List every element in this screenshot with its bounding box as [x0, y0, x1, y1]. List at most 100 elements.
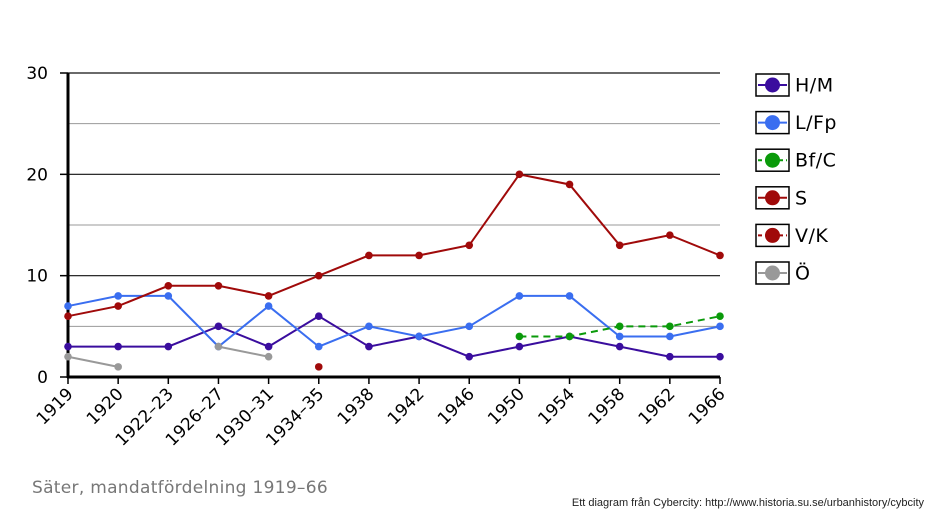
data-point [365, 251, 373, 260]
data-point [64, 312, 72, 321]
data-point [615, 241, 624, 250]
legend-item: L/Fp [755, 110, 837, 135]
data-point [716, 352, 724, 361]
data-point [314, 271, 323, 280]
x-tick-label: 1950 [484, 384, 529, 429]
series-line [67, 355, 119, 368]
data-point [114, 302, 122, 310]
data-point [314, 363, 323, 371]
y-tick-label: 10 [26, 267, 48, 287]
data-point [114, 292, 122, 300]
data-point [666, 332, 674, 341]
data-point [365, 342, 373, 351]
data-point [214, 342, 223, 351]
legend-item: Ö [755, 261, 810, 285]
data-point [615, 342, 624, 351]
y-tick-labels: 0 10 20 30 [26, 64, 48, 388]
data-point [515, 332, 524, 341]
y-tick-label: 0 [37, 368, 48, 388]
data-point [666, 322, 674, 331]
data-point [314, 342, 323, 351]
data-point [164, 282, 173, 290]
x-tick-label: 1942 [384, 384, 429, 429]
series-line [68, 315, 720, 358]
data-point [264, 352, 273, 361]
series-line [67, 173, 721, 318]
data-point [465, 322, 474, 331]
data-point [365, 322, 373, 331]
data-point [666, 352, 674, 361]
data-point [515, 292, 524, 300]
data-point [716, 251, 724, 260]
legend-item: Bf/C [755, 148, 836, 172]
data-point [214, 282, 223, 290]
data-point [264, 342, 273, 351]
legend-swatch-marker [765, 115, 780, 131]
legend-swatch-marker [765, 190, 780, 206]
series-line [218, 345, 269, 358]
legend-swatch-marker [765, 152, 780, 168]
data-point [64, 302, 72, 310]
data-point [565, 180, 574, 189]
x-tick-label: 1958 [584, 384, 629, 429]
data-point [716, 322, 724, 331]
legend-label: S [795, 187, 808, 209]
data-point [565, 332, 574, 341]
y-tick-label: 30 [26, 64, 48, 84]
data-point [214, 322, 223, 331]
data-point [264, 302, 273, 310]
data-point [114, 363, 122, 371]
legend-label: V/K [795, 225, 828, 247]
y-tick-label: 20 [26, 165, 48, 185]
data-point [415, 251, 423, 260]
legend-label: Bf/C [795, 150, 836, 172]
x-tick-label: 1962 [635, 384, 680, 429]
x-tick-label: 1946 [434, 384, 479, 429]
legend-item: S [755, 186, 808, 210]
x-tick-label: 1920 [83, 384, 128, 429]
data-point [565, 292, 574, 300]
data-point [164, 342, 173, 351]
line-chart: 0 10 20 30 1919 19201922–231926–271930–31193… [26, 64, 837, 450]
data-point [515, 342, 524, 351]
data-point [615, 332, 624, 341]
legend: H/M L/Fp Bf/C S V/K Ö [755, 73, 837, 285]
chart-caption: Säter, mandatfördelning 1919–66 [32, 478, 328, 498]
data-point [465, 241, 474, 250]
grid-lines [68, 72, 720, 327]
series-line [67, 294, 721, 348]
data-point [615, 322, 624, 331]
series-5 [64, 342, 273, 371]
data-point [515, 170, 524, 179]
legend-swatch-marker [765, 227, 780, 243]
legend-label: Ö [795, 262, 810, 285]
legend-item: V/K [755, 223, 828, 248]
axes [60, 72, 721, 384]
x-tick-label: 1919 [33, 384, 78, 429]
series-1 [64, 292, 724, 351]
series-2 [515, 312, 724, 341]
legend-label: H/M [795, 75, 834, 97]
data-point [164, 292, 173, 300]
data-point [415, 332, 423, 341]
legend-item: H/M [755, 73, 834, 97]
data-point [114, 342, 122, 351]
series-lines [64, 170, 724, 371]
legend-swatch-marker [765, 77, 780, 93]
series-4 [314, 363, 323, 371]
x-tick-label: 1938 [334, 384, 379, 429]
source-credit: Ett diagram från Cybercity: http://www.h… [571, 497, 924, 509]
legend-label: L/Fp [795, 112, 837, 134]
series-3 [64, 170, 724, 321]
x-tick-label: 1966 [685, 384, 730, 429]
legend-swatch-marker [765, 265, 780, 281]
data-point [64, 342, 72, 351]
data-point [64, 352, 72, 361]
data-point [314, 312, 323, 321]
data-point [716, 312, 724, 321]
data-point [666, 231, 674, 239]
x-tick-label: 1954 [534, 384, 579, 429]
data-point [264, 292, 273, 300]
data-point [465, 352, 474, 361]
